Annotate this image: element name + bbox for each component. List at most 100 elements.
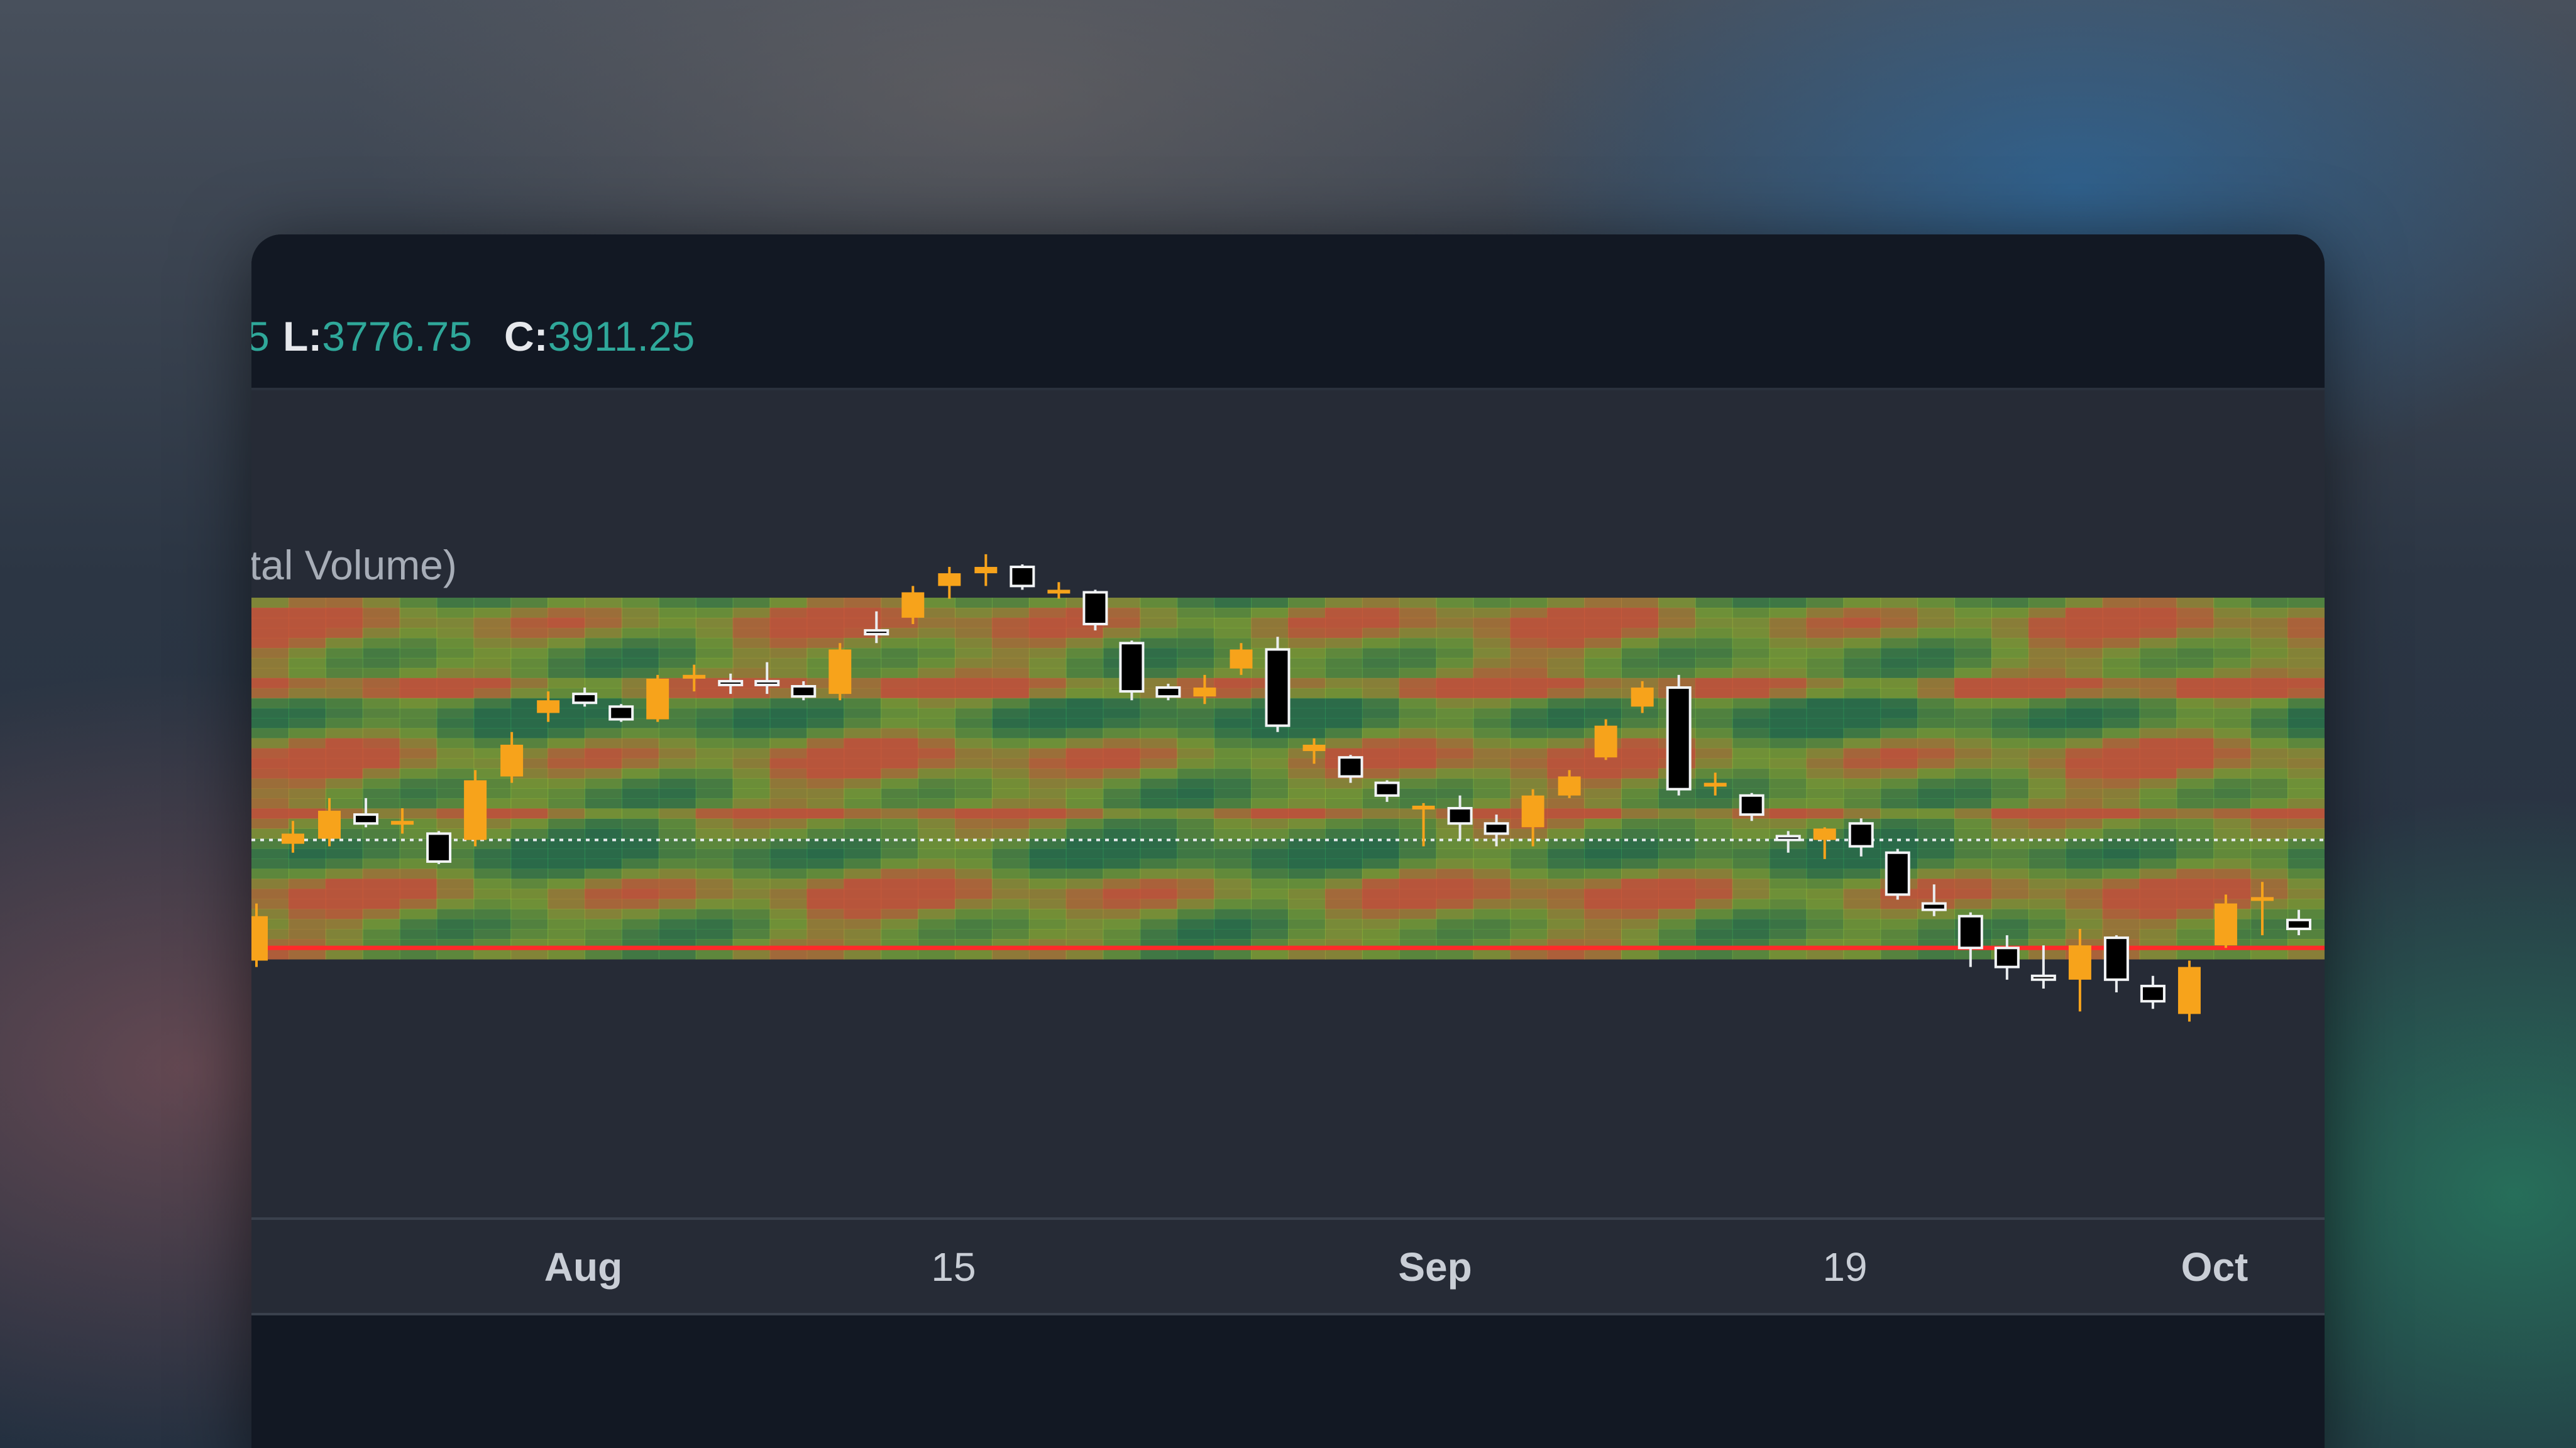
heatmap-cell [2065, 647, 2103, 659]
heatmap-cell [621, 828, 659, 839]
heatmap-cell [1251, 879, 1289, 889]
heatmap-cell [1028, 788, 1067, 799]
heatmap-cell [1214, 949, 1252, 960]
heatmap-cell [2250, 778, 2289, 789]
heatmap-cell [1621, 818, 1659, 829]
heatmap-cell [2176, 677, 2215, 689]
heatmap-cell [2102, 728, 2140, 739]
heatmap-cell [1214, 768, 1252, 779]
heatmap-cell [1473, 748, 1511, 759]
heatmap-cell [399, 899, 438, 909]
heatmap-cell [1584, 617, 1622, 628]
heatmap-cell [991, 667, 1030, 679]
heatmap-cell [362, 667, 400, 679]
heatmap-cell [288, 728, 326, 739]
heatmap-cell [2176, 778, 2215, 789]
candle-down [1739, 794, 1764, 816]
price-chart-pane[interactable]: otal Volume) [251, 390, 2325, 1217]
heatmap-cell [1028, 869, 1067, 879]
heatmap-cell [2250, 919, 2289, 930]
heatmap-cell [399, 688, 438, 699]
heatmap-cell [2213, 708, 2252, 719]
candlestick-heatmap-plot[interactable] [251, 390, 2325, 1217]
heatmap-cell [325, 667, 363, 679]
heatmap-cell [658, 909, 696, 919]
heatmap-cell [991, 688, 1030, 699]
heatmap-cell [695, 909, 734, 919]
heatmap-cell [1028, 899, 1067, 909]
heatmap-cell [1140, 889, 1178, 899]
heatmap-cell [1214, 598, 1252, 608]
candle-down [1374, 781, 1400, 797]
heatmap-cell [1991, 838, 2029, 849]
heatmap-cell [2065, 708, 2103, 719]
heatmap-cell [1251, 889, 1289, 899]
heatmap-cell [1177, 708, 1215, 719]
heatmap-cell [1362, 848, 1400, 859]
heatmap-cell [1769, 698, 1807, 709]
heatmap-cell [1140, 738, 1178, 749]
heatmap-cell [991, 718, 1030, 729]
candle-up [1558, 776, 1581, 796]
heatmap-cell [1769, 778, 1807, 789]
heatmap-cell [325, 848, 363, 859]
heatmap-cell [2065, 889, 2103, 899]
heatmap-cell [1065, 718, 1104, 729]
heatmap-cell [1177, 617, 1215, 628]
heatmap-cell [881, 688, 919, 699]
heatmap-cell [2176, 598, 2215, 608]
heatmap-cell [1436, 828, 1474, 839]
heatmap-cell [2102, 708, 2140, 719]
heatmap-cell [732, 698, 771, 709]
heatmap-cell [585, 608, 622, 618]
heatmap-cell [1991, 748, 2029, 759]
heatmap-cell [1065, 909, 1104, 919]
heatmap-cell [844, 858, 882, 869]
heatmap-cell [844, 838, 882, 849]
heatmap-cell [1658, 818, 1696, 829]
heatmap-cell [1436, 598, 1474, 608]
heatmap-cell [955, 869, 993, 879]
heatmap-cell [1324, 858, 1363, 869]
time-axis[interactable]: Aug 15 Sep 19 Oct [251, 1217, 2325, 1315]
heatmap-cell [1991, 647, 2029, 659]
heatmap-cell [881, 768, 919, 779]
heatmap-cell [1732, 647, 1770, 659]
heatmap-cell [1658, 828, 1696, 839]
heatmap-cell [473, 919, 512, 930]
heatmap-cell [1251, 869, 1289, 879]
candle-down [754, 679, 780, 686]
heatmap-cell [585, 748, 622, 759]
heatmap-cell [1991, 919, 2029, 930]
heatmap-cell [1769, 667, 1807, 679]
heatmap-cell [732, 828, 771, 839]
heatmap-cell [1843, 778, 1881, 789]
heatmap-cell [1658, 788, 1696, 799]
heatmap-cell [2176, 818, 2215, 829]
heatmap-cell [2176, 828, 2215, 839]
heatmap-cell [1473, 598, 1511, 608]
heatmap-cell [1880, 608, 1918, 618]
heatmap-cell [844, 919, 882, 930]
heatmap-cell [1806, 738, 1844, 749]
heatmap-cell [1769, 617, 1807, 628]
heatmap-cell [362, 798, 400, 809]
heatmap-cell [695, 637, 734, 649]
heatmap-cell [1991, 929, 2029, 940]
heatmap-cell [436, 738, 475, 749]
heatmap-cell [473, 909, 512, 919]
heatmap-cell [1028, 949, 1067, 960]
time-tick-15: 15 [931, 1244, 976, 1290]
heatmap-cell [1917, 919, 1956, 930]
candle-up [1813, 828, 1836, 840]
heatmap-cell [1288, 919, 1326, 930]
heatmap-cell [288, 909, 326, 919]
heatmap-cell [955, 798, 993, 809]
heatmap-cell [2250, 647, 2289, 659]
heatmap-cell [325, 929, 363, 940]
heatmap-cell [1917, 858, 1956, 869]
heatmap-cell [918, 778, 955, 789]
heatmap-cell [918, 858, 955, 869]
heatmap-cell [1621, 848, 1659, 859]
heatmap-cell [621, 768, 659, 779]
